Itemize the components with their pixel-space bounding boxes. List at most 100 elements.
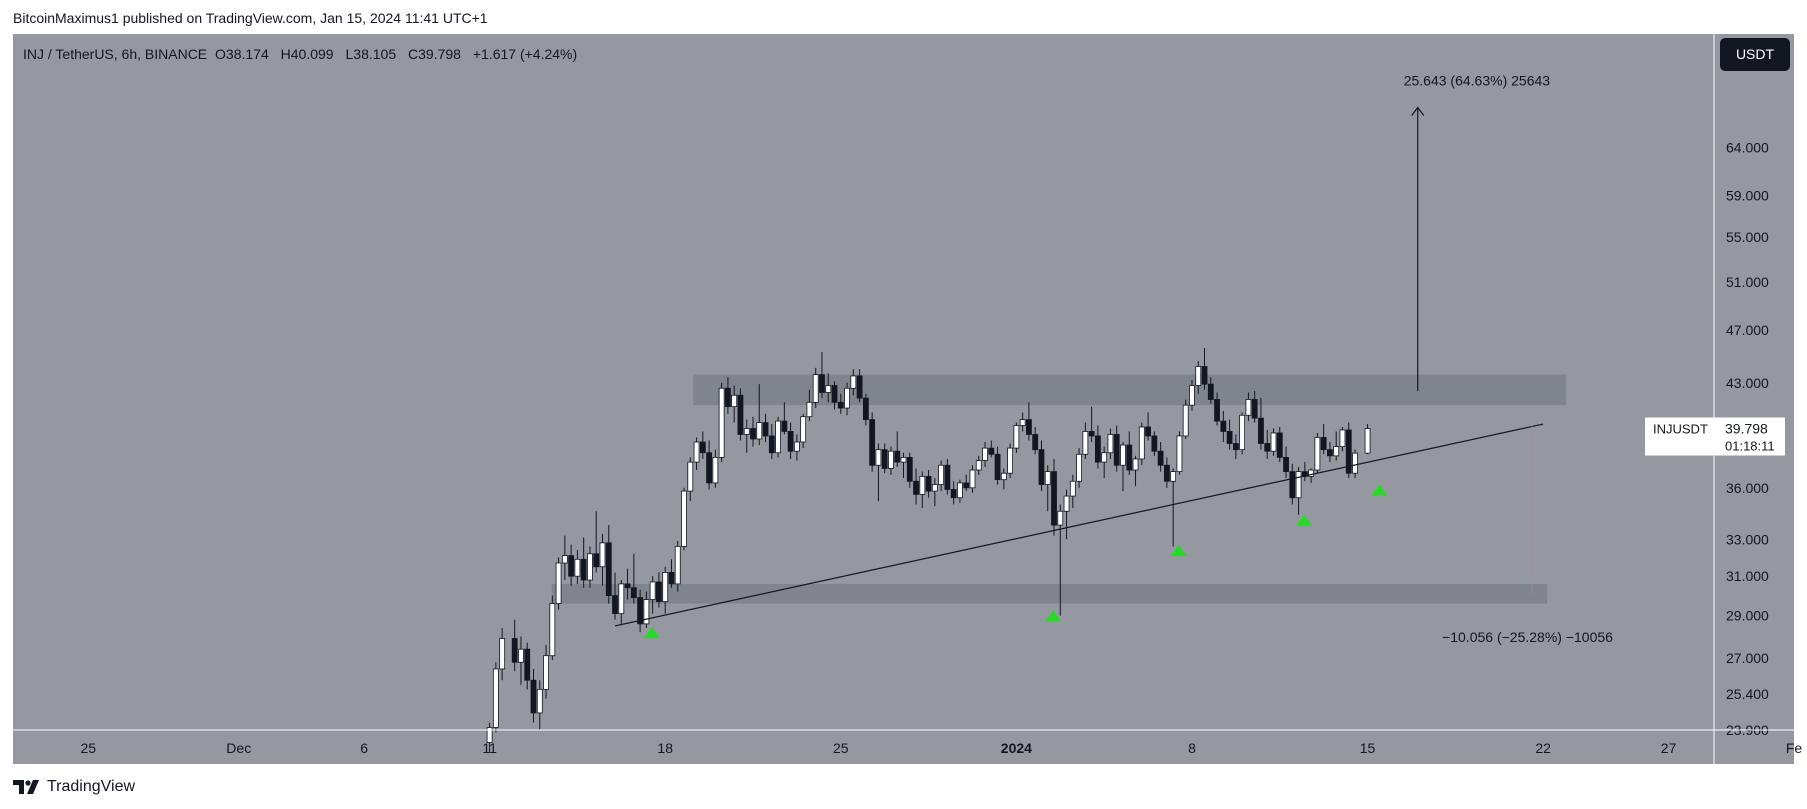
candle-body: [549, 603, 556, 657]
candle-body: [1352, 452, 1358, 474]
currency-button[interactable]: USDT: [1720, 38, 1790, 71]
candle-body: [511, 638, 518, 663]
candle-body: [555, 562, 562, 604]
candle-body: [593, 553, 600, 568]
time-tick-label: Dec: [226, 740, 251, 756]
candle-body: [787, 431, 794, 452]
candle-body: [1120, 444, 1126, 466]
candle-body: [1207, 383, 1214, 400]
candle-body: [1251, 399, 1258, 419]
candle-body: [637, 597, 644, 625]
low-value: 38.105: [353, 46, 397, 62]
candle-body: [1264, 443, 1271, 452]
candle-body: [1145, 426, 1151, 437]
publish-info: BitcoinMaximus1 published on TradingView…: [13, 10, 488, 26]
candle-body: [988, 447, 995, 455]
candle-body: [1364, 428, 1371, 454]
candle-body: [668, 572, 675, 585]
candle-body: [624, 583, 631, 589]
candle-body: [1201, 366, 1208, 385]
candle-body: [925, 476, 932, 492]
candle-body: [875, 449, 882, 466]
candle-body: [1000, 472, 1007, 481]
price-tick-label: 55.000: [1726, 229, 1769, 245]
candle-body: [587, 553, 593, 581]
candle-body: [894, 450, 901, 463]
candle-body: [931, 484, 938, 492]
candle-body: [869, 419, 876, 466]
time-tick-label: 18: [657, 740, 673, 756]
candle-body: [1170, 471, 1177, 482]
candle-body: [957, 482, 963, 499]
candle-body: [850, 375, 857, 389]
candle-body: [1289, 471, 1296, 499]
candle-body: [681, 490, 687, 547]
price-tick-label: 36.000: [1726, 480, 1769, 496]
candle-body: [693, 441, 700, 463]
support-touch-marker-icon: [1045, 610, 1062, 622]
candle-body: [1195, 366, 1202, 386]
downside-target-label: −10.056 (−25.28%) −10056: [1442, 629, 1613, 645]
candle-body: [1095, 435, 1101, 463]
candle-body: [1214, 399, 1220, 422]
time-tick-label: 2024: [1001, 740, 1032, 756]
candle-body: [524, 648, 531, 681]
candle-body: [1044, 471, 1051, 485]
time-tick-label: 11: [482, 740, 497, 756]
candle-body: [1019, 419, 1026, 426]
candle-body: [699, 441, 706, 454]
low-key: L: [345, 46, 354, 62]
time-tick-label: 27: [1661, 740, 1677, 756]
candle-body: [1163, 464, 1170, 482]
candle-body: [725, 387, 731, 408]
price-label-box: [1645, 417, 1785, 456]
candle-body: [1101, 452, 1108, 463]
candle-body: [1182, 404, 1189, 437]
candle-body: [1283, 457, 1289, 473]
candle-body: [1107, 434, 1114, 454]
candle-body: [718, 387, 725, 458]
high-value: 40.099: [290, 46, 334, 62]
price-label-countdown: 01:18:11: [1725, 439, 1775, 454]
resistance-zone: [693, 374, 1567, 406]
candle-body: [819, 374, 825, 393]
price-label-ticker: INJUSDT: [1653, 422, 1708, 437]
candle-body: [1339, 429, 1346, 447]
candle-body: [944, 464, 951, 490]
candle-body: [674, 546, 681, 585]
time-tick-label: 15: [1360, 740, 1376, 756]
candle-body: [844, 387, 850, 409]
candle-body: [1189, 385, 1195, 406]
candle-body: [492, 668, 499, 728]
candle-body: [1226, 431, 1233, 444]
support-touch-marker-icon: [644, 627, 661, 639]
candle-body: [1220, 420, 1227, 432]
candle-body: [800, 416, 807, 443]
open-value: 38.174: [225, 46, 269, 62]
candle-body: [756, 422, 763, 440]
candle-body: [969, 469, 976, 489]
candle-body: [1345, 429, 1352, 474]
candle-body: [1314, 437, 1321, 471]
symbol-title: INJ / TetherUS, 6h, BINANCE: [23, 46, 208, 62]
candle-body: [1295, 471, 1302, 499]
candle-body: [1138, 426, 1145, 460]
candle-body: [612, 595, 618, 615]
candle-body: [975, 460, 982, 471]
support-touch-marker-icon: [1170, 545, 1187, 557]
candle-body: [530, 679, 537, 714]
ascending-support-line: [614, 423, 1544, 627]
price-label-value: 39.798: [1725, 421, 1768, 437]
candle-body: [781, 420, 788, 432]
breakout-arrow-head: [1411, 106, 1425, 116]
candle-body: [605, 542, 612, 597]
candle-body: [862, 397, 869, 421]
candle-body: [963, 482, 970, 489]
candle-body: [900, 457, 907, 463]
candle-body: [1132, 458, 1139, 471]
candle-body: [574, 558, 581, 577]
candle-body: [1232, 443, 1239, 451]
price-tick-label: 29.000: [1726, 608, 1769, 624]
price-tick-label: 64.000: [1726, 140, 1769, 156]
